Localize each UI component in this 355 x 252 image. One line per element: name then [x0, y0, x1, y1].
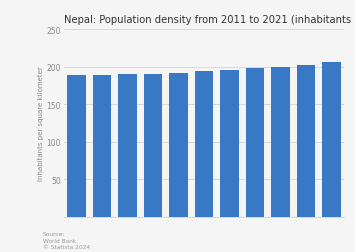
Bar — [119, 75, 137, 217]
Bar — [246, 69, 264, 217]
Text: Source:
World Bank
© Statista 2024: Source: World Bank © Statista 2024 — [43, 231, 90, 249]
Text: Nepal: Population density from 2011 to 2021 (inhabitants per square kilometer): Nepal: Population density from 2011 to 2… — [64, 15, 355, 25]
Y-axis label: Inhabitants per square kilometer: Inhabitants per square kilometer — [38, 66, 44, 181]
Bar — [144, 74, 162, 217]
Bar — [169, 74, 188, 217]
Bar — [195, 72, 213, 217]
Bar — [220, 71, 239, 217]
Bar — [297, 65, 315, 217]
Bar — [322, 62, 341, 217]
Bar — [67, 76, 86, 217]
Bar — [272, 68, 290, 217]
Bar — [93, 76, 111, 217]
